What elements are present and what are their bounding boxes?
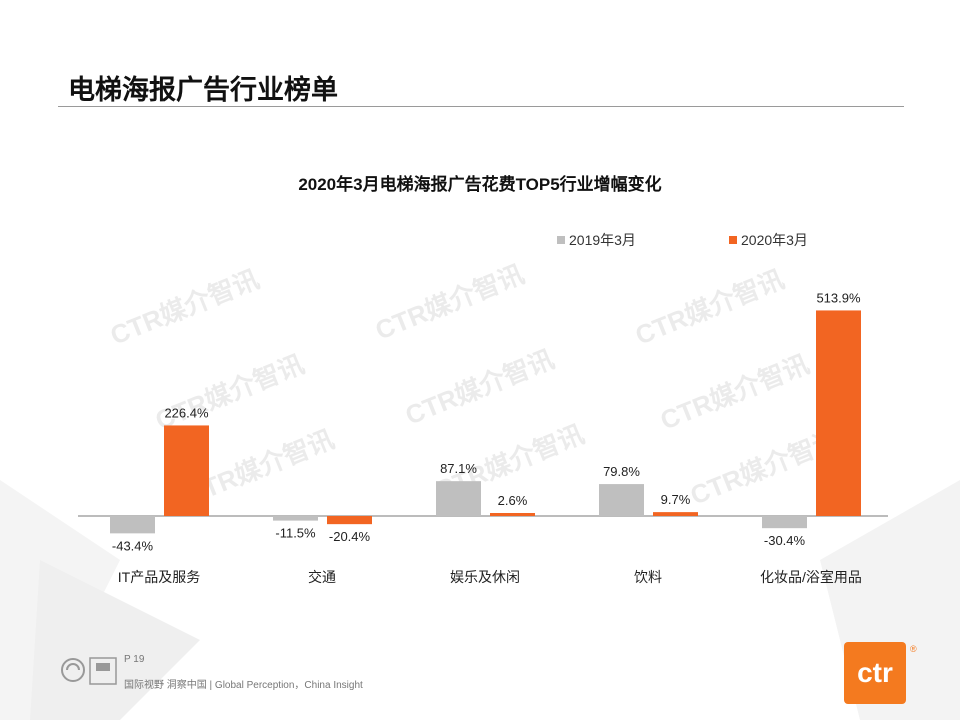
bar-2019-0 [110, 516, 155, 534]
chart-legend: 2019年3月 2020年3月 [0, 230, 960, 250]
bar-2020-2 [490, 513, 535, 516]
watermark-text: CTR媒介智讯 [631, 264, 788, 351]
data-label-2019-0: -43.4% [112, 538, 154, 553]
data-label-2020-2: 2.6% [498, 493, 528, 508]
ctr-logo: ctr [844, 642, 906, 704]
legend-item-2020: 2020年3月 [729, 230, 808, 250]
title-divider [58, 106, 904, 107]
legend-swatch-2020 [729, 236, 737, 244]
watermark-text: CTR媒介智讯 [656, 349, 813, 436]
data-label-2019-1: -11.5% [275, 526, 316, 541]
data-label-2020-3: 9.7% [661, 492, 691, 507]
bar-2019-2 [436, 481, 481, 516]
page-title: 电梯海报广告行业榜单 [68, 75, 338, 105]
watermark-text: CTR媒介智讯 [106, 264, 263, 351]
bar-2020-1 [327, 516, 372, 525]
category-label-4: 化妆品/浴室用品 [760, 569, 862, 585]
certification-logos [61, 657, 117, 685]
data-label-2019-4: -30.4% [764, 533, 806, 548]
chart-title: 2020年3月电梯海报广告花费TOP5行业增幅变化 [298, 175, 662, 194]
legend-item-2019: 2019年3月 [557, 230, 636, 250]
data-label-2019-3: 79.8% [603, 464, 640, 479]
bar-2020-0 [164, 425, 209, 516]
bar-2019-1 [273, 516, 318, 521]
bar-2020-4 [816, 310, 861, 516]
registered-mark: ® [910, 644, 917, 654]
data-label-2020-4: 513.9% [816, 290, 861, 305]
footer-slogan: 国际视野 洞察中国 | Global Perception，China Insi… [124, 680, 363, 691]
page-number: P 19 [124, 654, 145, 665]
category-label-0: IT产品及服务 [118, 569, 200, 585]
legend-label-2019: 2019年3月 [569, 232, 636, 248]
watermark-text: CTR媒介智讯 [401, 344, 558, 431]
data-label-2020-1: -20.4% [329, 529, 371, 544]
legend-label-2020: 2020年3月 [741, 232, 808, 248]
legend-swatch-2019 [557, 236, 565, 244]
category-label-1: 交通 [308, 569, 336, 585]
bar-2019-3 [599, 484, 644, 516]
bar-2019-4 [762, 516, 807, 529]
bar-2020-3 [653, 512, 698, 516]
category-label-3: 饮料 [634, 569, 662, 585]
watermark-text: CTR媒介智讯 [151, 349, 308, 436]
watermark-text: CTR媒介智讯 [371, 259, 528, 346]
data-label-2019-2: 87.1% [440, 461, 477, 476]
category-label-2: 娱乐及休闲 [450, 569, 520, 585]
data-label-2020-0: 226.4% [164, 405, 209, 420]
